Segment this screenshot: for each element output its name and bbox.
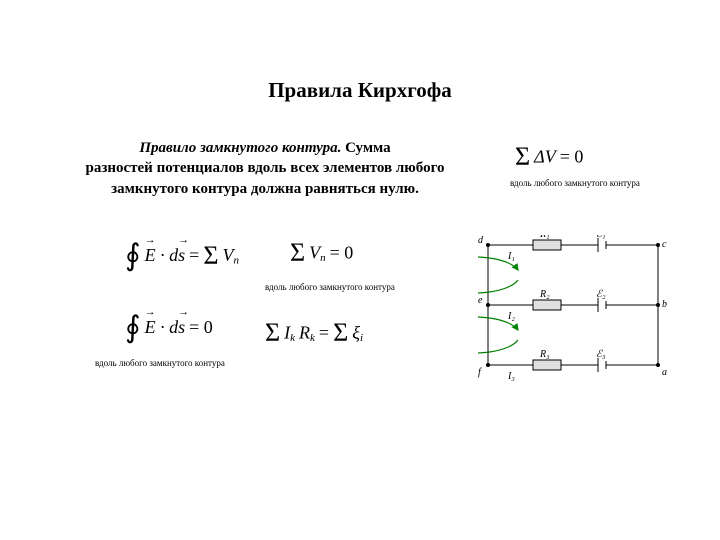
sym-V2: V bbox=[309, 243, 320, 263]
sigma-icon-2: Σ bbox=[203, 241, 218, 271]
contour-integral-icon: ∮ bbox=[125, 238, 141, 273]
rule-statement: Правило замкнутого контура. Сумма разнос… bbox=[60, 138, 470, 199]
equation-sum-vn: Σ Vn = 0 bbox=[290, 238, 353, 268]
rule-line1: Сумма bbox=[345, 140, 391, 156]
sym-V: V bbox=[222, 245, 233, 265]
sym-k1: k bbox=[290, 332, 295, 344]
page-title: Правила Кирхгофа bbox=[0, 78, 720, 103]
node-c: c bbox=[662, 239, 667, 250]
lbl-E3: ℰ₃ bbox=[596, 349, 606, 360]
caption-low: вдоль любого замкнутого контура bbox=[95, 358, 225, 368]
eq-var: ΔV bbox=[534, 147, 556, 167]
lbl-E1: ℰ₁ bbox=[596, 235, 606, 240]
node-f: f bbox=[478, 367, 482, 378]
circuit-diagram: d c e b f a R₁ R₂ R₃ ℰ₁ ℰ₂ ℰ₃ I₁ I₂ I₃ bbox=[478, 235, 668, 385]
rule-line2: разностей потенциалов вдоль всех элемент… bbox=[85, 160, 444, 176]
sym-k2: k bbox=[310, 332, 315, 344]
caption-mid: вдоль любого замкнутого контура bbox=[265, 282, 395, 292]
lbl-I1: I₁ bbox=[507, 251, 515, 262]
sigma-icon-3: Σ bbox=[290, 238, 305, 268]
sym-R: R bbox=[299, 323, 310, 343]
slide: Правила Кирхгофа Правило замкнутого конт… bbox=[0, 0, 720, 540]
lbl-R3: R₃ bbox=[539, 349, 550, 360]
caption-top-right: вдоль любого замкнутого контура bbox=[510, 178, 640, 188]
lbl-R2: R₂ bbox=[539, 289, 550, 300]
equation-sum-dv: Σ ΔV = 0 bbox=[515, 142, 583, 172]
rule-line3: замкнутого контура должна равняться нулю… bbox=[111, 181, 419, 197]
equation-integral-sum-v: ∮ E · ds = Σ Vn bbox=[125, 238, 239, 273]
lbl-R1: R₁ bbox=[539, 235, 550, 240]
sym-eq2: = bbox=[319, 323, 329, 343]
eq-rhs-3: = 0 bbox=[330, 243, 354, 263]
sigma-icon-5: Σ bbox=[333, 318, 348, 348]
sym-n2: n bbox=[320, 252, 326, 264]
sym-i: i bbox=[360, 332, 363, 344]
eq-rhs-4: = 0 bbox=[189, 317, 213, 337]
sym-s: s bbox=[178, 245, 185, 266]
node-d: d bbox=[478, 235, 484, 246]
rule-name: Правило замкнутого контура. bbox=[139, 140, 341, 156]
lbl-I3: I₃ bbox=[507, 371, 515, 382]
contour-integral-icon-2: ∮ bbox=[125, 310, 141, 345]
sym-s2: s bbox=[178, 317, 185, 338]
sigma-icon-4: Σ bbox=[265, 318, 280, 348]
sym-eq: = bbox=[189, 245, 199, 265]
eq-rhs: = 0 bbox=[560, 147, 584, 167]
equation-integral-zero: ∮ E · ds = 0 bbox=[125, 310, 213, 345]
sym-E2: E bbox=[145, 317, 156, 338]
sym-E: E bbox=[145, 245, 156, 266]
lbl-I2: I₂ bbox=[507, 311, 515, 322]
sym-n: n bbox=[233, 254, 239, 266]
sym-xi: ξ bbox=[352, 323, 360, 343]
equation-ir-emf: Σ Ik Rk = Σ ξi bbox=[265, 318, 363, 348]
node-e: e bbox=[478, 295, 483, 306]
sigma-icon: Σ bbox=[515, 142, 530, 172]
node-b: b bbox=[662, 299, 667, 310]
node-a: a bbox=[662, 367, 667, 378]
lbl-E2: ℰ₂ bbox=[596, 289, 606, 300]
